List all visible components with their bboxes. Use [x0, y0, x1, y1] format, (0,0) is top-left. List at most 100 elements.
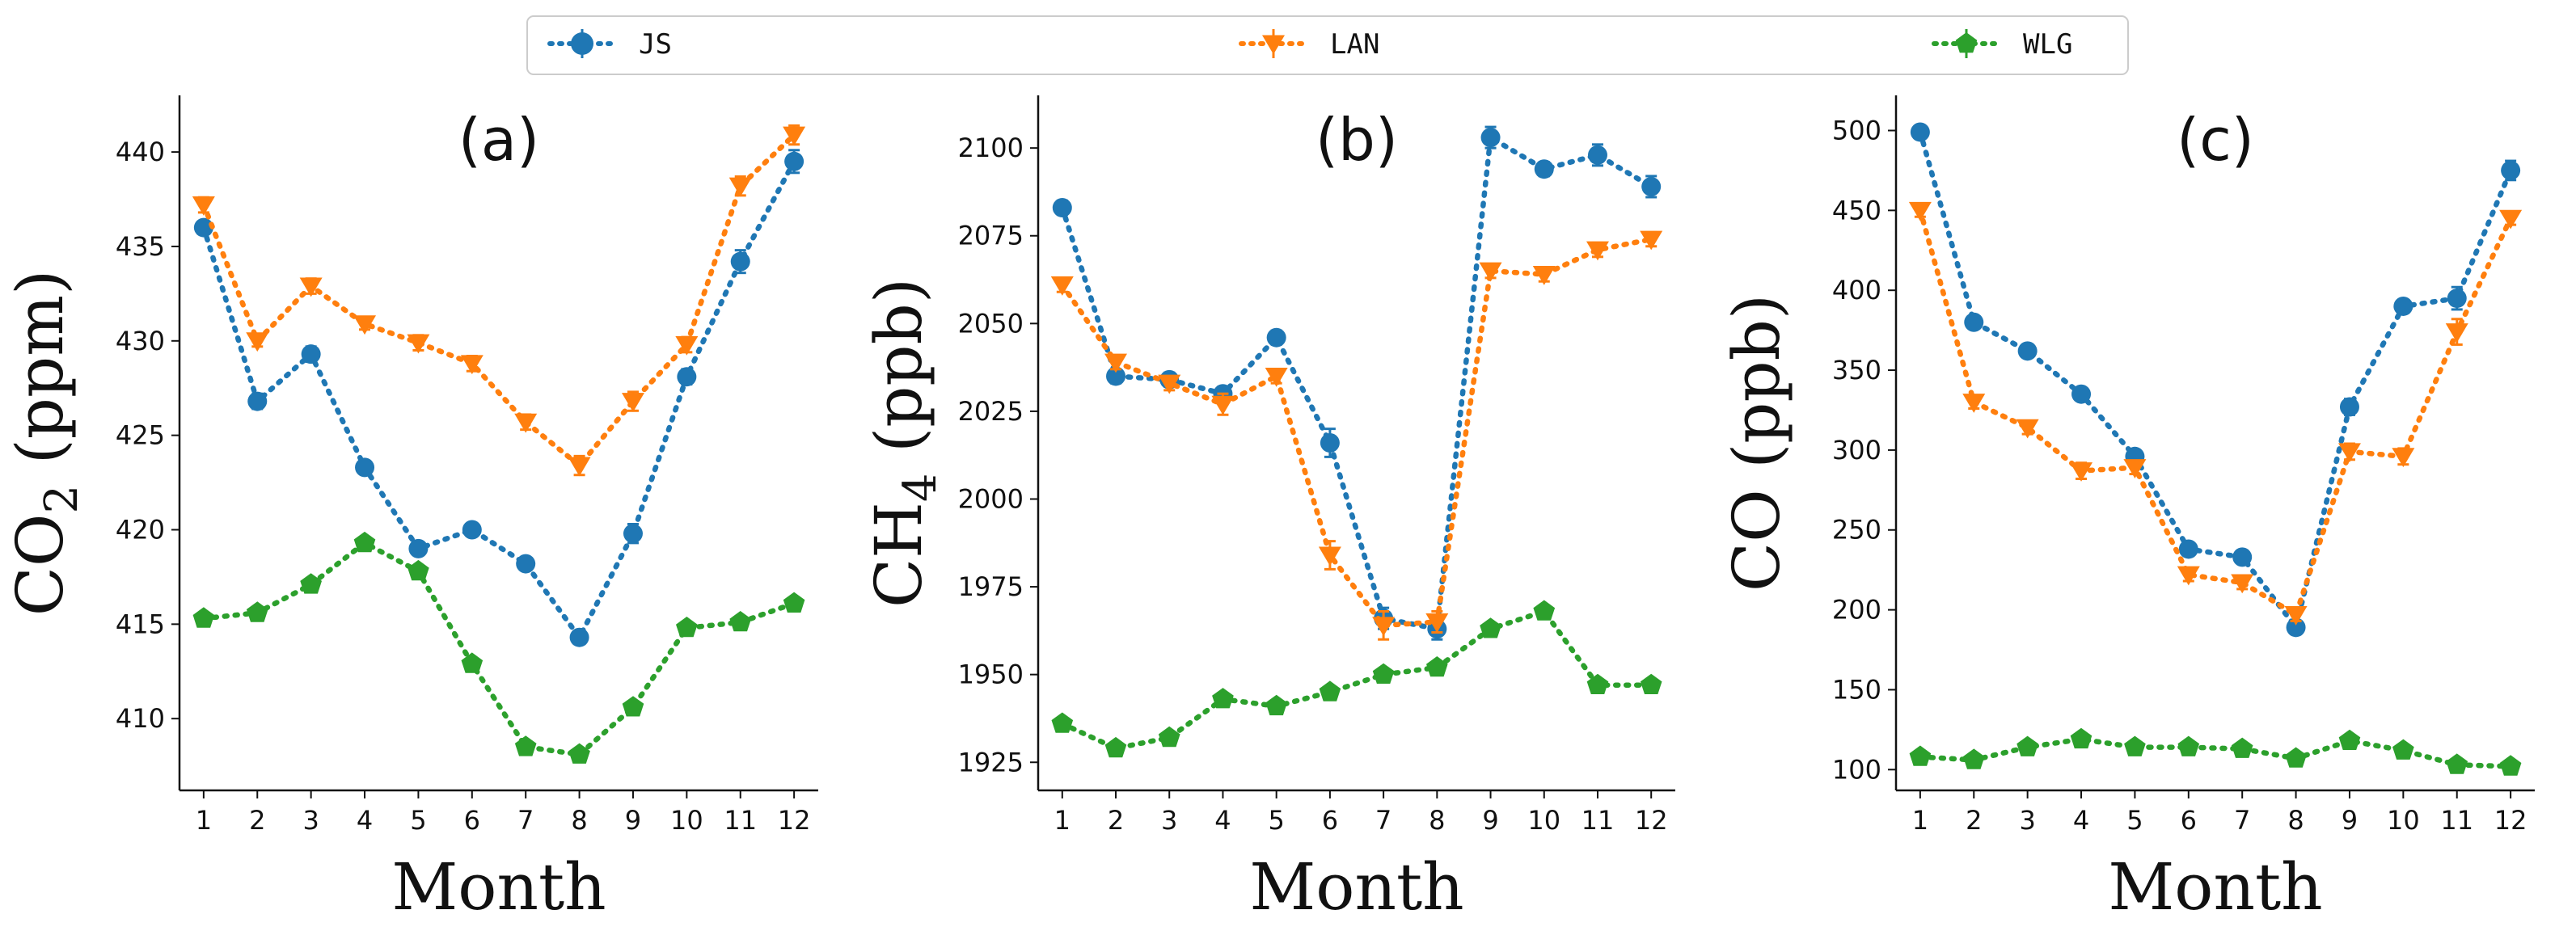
y-tick-label: 2000: [958, 483, 1024, 514]
x-tick-label: 9: [625, 805, 641, 836]
data-point-wlg: [1480, 617, 1501, 638]
x-tick-label: 6: [464, 805, 480, 836]
data-point-js: [569, 627, 589, 647]
y-tick-label: 2100: [958, 133, 1024, 163]
x-tick-label: 2: [249, 805, 265, 836]
y-tick-label: 410: [116, 703, 165, 734]
data-point-lan: [2337, 443, 2361, 463]
x-tick-label: 12: [778, 805, 811, 836]
data-point-js: [677, 367, 697, 387]
x-tick-label: 12: [1635, 805, 1668, 836]
data-point-js: [2393, 296, 2413, 316]
data-point-lan: [1640, 230, 1663, 251]
y-tick-label: 1975: [958, 571, 1024, 602]
series-wlg: [192, 531, 805, 764]
data-point-wlg: [1051, 712, 1074, 733]
data-point-js: [2339, 397, 2359, 417]
y-tick-label: 420: [116, 515, 165, 546]
series-line-lan: [201, 132, 797, 469]
panel-b: 1 2 3 4 5 6 7 8 9 10 11 121925195019752000202520502…: [861, 95, 1675, 925]
data-point-lan: [2284, 606, 2308, 626]
y-tick-label: 350: [1832, 355, 1881, 385]
data-point-wlg: [1962, 748, 1985, 769]
legend-marker-lan: [1262, 35, 1285, 55]
series-js: [193, 149, 804, 647]
y-tick-label: 150: [1832, 674, 1881, 705]
data-point-lan: [2231, 574, 2254, 594]
data-point-wlg: [461, 652, 484, 673]
data-point-wlg: [1372, 663, 1395, 684]
x-axis-label: Month: [1249, 849, 1463, 925]
data-point-lan: [1158, 374, 1181, 394]
data-point-lan: [246, 332, 269, 352]
y-tick-label: 400: [1832, 275, 1881, 305]
data-point-lan: [1479, 262, 1502, 282]
data-point-lan: [353, 315, 377, 335]
y-tick-label: 2025: [958, 396, 1024, 427]
y-tick-label: 440: [116, 137, 165, 167]
data-point-lan: [1104, 353, 1128, 373]
x-tick-label: 3: [2019, 805, 2035, 836]
y-tick-label: 415: [116, 609, 165, 639]
legend-marker-wlg: [1955, 32, 1978, 53]
data-point-wlg: [2499, 755, 2522, 776]
data-point-wlg: [1265, 694, 1287, 716]
x-tick-label: 8: [571, 805, 587, 836]
x-tick-label: 2: [1966, 805, 1982, 836]
x-tick-label: 6: [2181, 805, 2197, 836]
data-point-wlg: [192, 607, 215, 628]
data-point-lan: [2070, 462, 2093, 482]
data-point-js: [1106, 366, 1126, 386]
data-point-js: [1587, 145, 1607, 165]
data-point-wlg: [353, 531, 376, 553]
y-tick-label: 500: [1832, 115, 1881, 145]
data-point-js: [2071, 384, 2092, 404]
y-tick-label: 450: [1832, 195, 1881, 225]
data-point-lan: [783, 126, 806, 146]
legend-label-js: JS: [639, 28, 672, 61]
data-point-lan: [1962, 394, 1986, 413]
data-point-js: [1320, 433, 1340, 453]
x-tick-label: 11: [724, 805, 757, 836]
x-axis-label: Month: [2108, 849, 2322, 925]
data-point-js: [1910, 122, 1930, 142]
y-tick-label: 200: [1832, 595, 1881, 626]
panel-title: (b): [1315, 106, 1398, 174]
data-point-js: [1480, 128, 1501, 148]
series-line-lan: [1059, 236, 1654, 629]
data-point-lan: [1586, 241, 1609, 261]
series-line-js: [1917, 129, 2514, 630]
data-point-wlg: [300, 573, 322, 594]
y-axis-label: CH4 (ppb): [861, 278, 947, 608]
x-tick-label: 9: [2342, 805, 2358, 836]
data-point-wlg: [2338, 729, 2361, 750]
series-line-wlg: [1059, 609, 1654, 752]
legend-box: [526, 15, 2129, 75]
data-point-js: [247, 391, 268, 411]
panel-a: 1 2 3 4 5 6 7 8 9 10 11 12410415420425430435440Mont…: [2, 95, 818, 925]
x-tick-label: 5: [2126, 805, 2143, 836]
legend: JS LAN WLG: [526, 15, 2129, 75]
data-point-wlg: [1426, 656, 1448, 677]
x-tick-label: 3: [1161, 805, 1177, 836]
y-tick-label: 1950: [958, 659, 1024, 690]
series-lan: [192, 124, 806, 477]
data-point-wlg: [2016, 735, 2038, 756]
data-point-js: [2501, 160, 2521, 180]
data-point-lan: [192, 196, 215, 216]
data-point-lan: [1908, 201, 1932, 221]
y-tick-label: 430: [116, 326, 165, 356]
data-point-wlg: [729, 611, 752, 632]
data-point-lan: [728, 177, 752, 197]
x-tick-label: 5: [410, 805, 426, 836]
data-point-wlg: [1909, 745, 1932, 766]
data-point-lan: [1425, 613, 1449, 633]
data-point-lan: [460, 355, 484, 375]
data-point-wlg: [246, 601, 268, 622]
x-tick-label: 11: [1581, 805, 1615, 836]
data-point-js: [516, 554, 536, 574]
panels: 1 2 3 4 5 6 7 8 9 10 11 12410415420425430435440Mont…: [2, 95, 2535, 925]
x-tick-label: 10: [1527, 805, 1560, 836]
data-point-lan: [1372, 617, 1396, 637]
data-point-lan: [1532, 266, 1556, 285]
